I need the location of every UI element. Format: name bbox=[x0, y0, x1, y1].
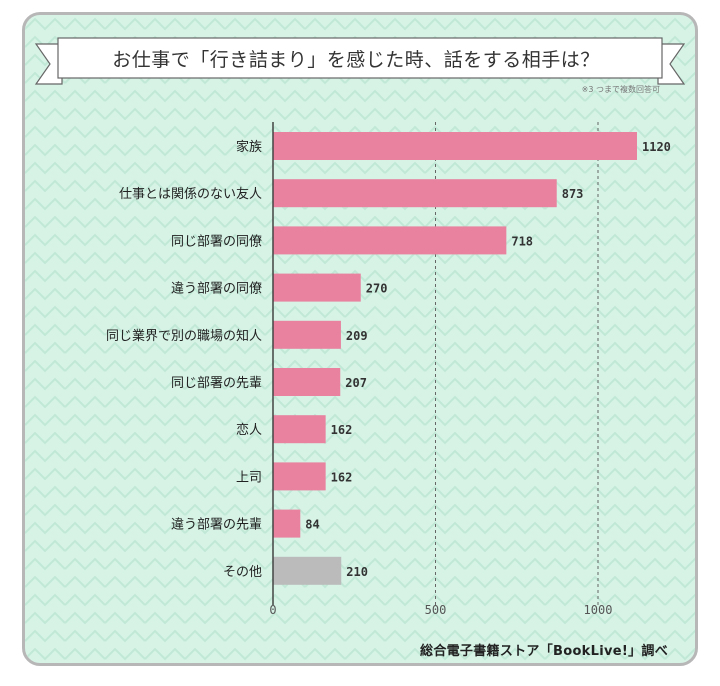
survey-credit: 総合電子書籍ストア「BookLive!」調べ bbox=[420, 644, 668, 659]
value-label-6: 162 bbox=[331, 423, 353, 437]
value-label-8: 84 bbox=[305, 518, 319, 532]
chart-frame bbox=[22, 12, 698, 666]
category-label-6: 恋人 bbox=[236, 422, 262, 438]
category-label-3: 違う部署の同僚 bbox=[171, 282, 262, 297]
bar-6 bbox=[273, 415, 326, 444]
category-label-2: 同じ部署の同僚 bbox=[171, 234, 262, 249]
bar-2 bbox=[273, 226, 507, 255]
bar-1 bbox=[273, 179, 557, 208]
value-label-3: 270 bbox=[366, 282, 388, 296]
value-label-0: 1120 bbox=[642, 140, 671, 154]
x-tick-label-0: 0 bbox=[269, 603, 276, 617]
x-tick-label-500: 500 bbox=[425, 603, 447, 617]
category-label-4: 同じ業界で別の職場の知人 bbox=[106, 328, 262, 344]
category-label-7: 上司 bbox=[236, 470, 262, 485]
category-label-0: 家族 bbox=[236, 139, 262, 155]
category-label-1: 仕事とは関係のない友人 bbox=[119, 186, 262, 202]
zigzag-background bbox=[25, 15, 695, 663]
category-label-5: 同じ部署の先輩 bbox=[171, 376, 262, 391]
chart-title: お仕事で「行き詰まり」を感じた時、話をする相手は？ bbox=[112, 48, 600, 71]
category-label-9: その他 bbox=[223, 565, 262, 580]
bar-4 bbox=[273, 320, 341, 349]
bar-7 bbox=[273, 462, 326, 491]
value-label-4: 209 bbox=[346, 329, 368, 343]
bar-9 bbox=[273, 556, 342, 585]
value-label-1: 873 bbox=[562, 187, 584, 201]
category-label-8: 違う部署の先輩 bbox=[171, 518, 262, 533]
value-label-9: 210 bbox=[346, 565, 368, 579]
x-tick-label-1000: 1000 bbox=[584, 603, 613, 617]
bar-8 bbox=[273, 509, 301, 538]
value-label-5: 207 bbox=[345, 376, 367, 390]
title-ribbon bbox=[34, 37, 686, 85]
value-label-7: 162 bbox=[331, 470, 353, 484]
bar-0 bbox=[273, 132, 637, 160]
bar-5 bbox=[273, 368, 341, 396]
value-label-2: 718 bbox=[511, 234, 533, 248]
multiple-answer-note: ※3 つまで複数回答可 bbox=[581, 85, 660, 94]
bar-3 bbox=[273, 273, 361, 302]
